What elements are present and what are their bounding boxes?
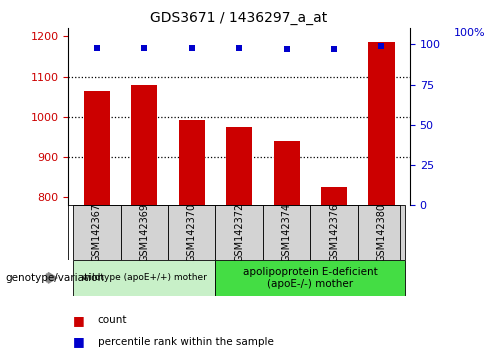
Bar	[168, 205, 215, 260]
Text: GSM142380: GSM142380	[376, 203, 386, 262]
Text: percentile rank within the sample: percentile rank within the sample	[98, 337, 273, 347]
Text: wildtype (apoE+/+) mother: wildtype (apoE+/+) mother	[82, 273, 207, 282]
Text: ■: ■	[73, 335, 85, 348]
Title: GDS3671 / 1436297_a_at: GDS3671 / 1436297_a_at	[150, 11, 328, 24]
Bar	[179, 120, 205, 205]
Text: GSM142372: GSM142372	[234, 203, 244, 262]
Bar	[368, 42, 394, 205]
Bar	[215, 260, 405, 296]
Bar	[84, 91, 110, 205]
Bar	[310, 205, 358, 260]
Text: 100%: 100%	[454, 28, 486, 38]
Text: GSM142367: GSM142367	[92, 203, 102, 262]
Bar	[131, 85, 157, 205]
Bar	[121, 205, 168, 260]
Text: GSM142374: GSM142374	[282, 203, 291, 262]
Text: GSM142370: GSM142370	[187, 203, 197, 262]
Text: genotype/variation: genotype/variation	[5, 273, 104, 283]
Text: GSM142376: GSM142376	[329, 203, 339, 262]
Bar	[358, 205, 405, 260]
Text: count: count	[98, 315, 127, 325]
Bar	[263, 205, 310, 260]
Text: apolipoprotein E-deficient
(apoE-/-) mother: apolipoprotein E-deficient (apoE-/-) mot…	[243, 267, 378, 289]
Bar	[73, 260, 215, 296]
Text: ■: ■	[73, 314, 85, 327]
Bar	[273, 141, 300, 205]
Bar	[321, 187, 347, 205]
Bar	[226, 127, 252, 205]
Bar	[73, 205, 121, 260]
Bar	[215, 205, 263, 260]
Text: GSM142369: GSM142369	[139, 203, 149, 262]
